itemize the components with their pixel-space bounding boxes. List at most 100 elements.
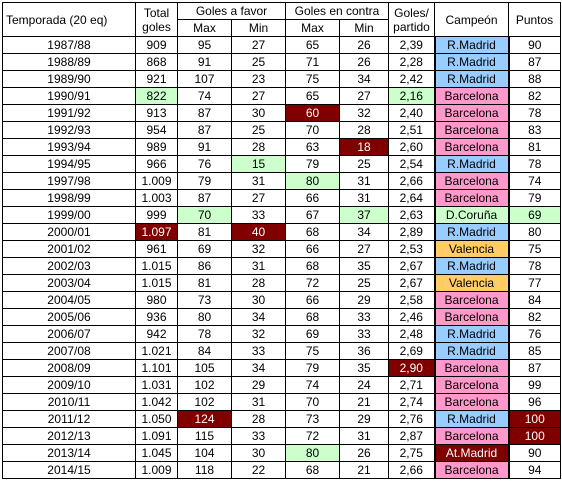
goals-for-max-cell: 102 bbox=[177, 393, 232, 411]
season-cell: 1987/88 bbox=[2, 36, 136, 54]
table-row: 1988/89 868 91 25 71 26 2,28 R.Madrid 87 bbox=[2, 53, 561, 71]
champion-cell: Barcelona bbox=[433, 172, 510, 190]
goals-against-max-cell: 72 bbox=[285, 274, 340, 292]
total-goals-cell: 942 bbox=[135, 325, 178, 343]
goals-for-max-cell: 81 bbox=[177, 274, 232, 292]
table-row: 2000/01 1.097 81 40 68 34 2,89 R.Madrid 80 bbox=[2, 223, 561, 241]
points-cell: 76 bbox=[508, 325, 561, 343]
champion-label: R.Madrid bbox=[447, 38, 496, 52]
champion-cell: Barcelona bbox=[433, 121, 510, 139]
goals-against-min-cell: 31 bbox=[339, 172, 389, 190]
goals-for-min-cell: 34 bbox=[231, 359, 286, 377]
goals-for-min-cell: 30 bbox=[231, 291, 286, 309]
total-goals-cell: 980 bbox=[135, 291, 178, 309]
goals-for-min-cell: 33 bbox=[231, 342, 286, 360]
champion-cell: R.Madrid bbox=[433, 342, 510, 360]
season-cell: 2009/10 bbox=[2, 376, 136, 394]
table-row: 1993/94 989 91 28 63 18 2,60 Barcelona 81 bbox=[2, 138, 561, 156]
goals-against-min-cell: 35 bbox=[339, 257, 389, 275]
champion-cell: Barcelona bbox=[433, 87, 510, 105]
goals-against-min-cell: 25 bbox=[339, 155, 389, 173]
goals-per-match-cell: 2,48 bbox=[388, 325, 435, 343]
goals-against-min-cell: 24 bbox=[339, 376, 389, 394]
goals-against-min-cell: 35 bbox=[339, 359, 389, 377]
goals-for-max-cell: 87 bbox=[177, 104, 232, 122]
points-cell: 74 bbox=[508, 172, 561, 190]
table-row: 1987/88 909 95 27 65 26 2,39 R.Madrid 90 bbox=[2, 36, 561, 54]
total-goals-cell: 1.045 bbox=[135, 444, 178, 462]
total-goals-cell: 954 bbox=[135, 121, 178, 139]
champion-cell: Barcelona bbox=[433, 461, 510, 479]
points-cell: 82 bbox=[508, 87, 561, 105]
goals-against-max-cell: 70 bbox=[285, 393, 340, 411]
champion-cell: R.Madrid bbox=[433, 257, 510, 275]
goals-against-max-cell: 79 bbox=[285, 155, 340, 173]
goals-for-min-cell: 27 bbox=[231, 36, 286, 54]
total-goals-cell: 1.091 bbox=[135, 427, 178, 445]
points-cell: 75 bbox=[508, 240, 561, 258]
goals-for-max-cell: 73 bbox=[177, 291, 232, 309]
champion-label: Barcelona bbox=[444, 293, 499, 307]
season-cell: 2003/04 bbox=[2, 274, 136, 292]
goals-per-match-cell: 2,76 bbox=[388, 410, 435, 428]
table-row: 2001/02 961 69 32 66 27 2,53 Valencia 75 bbox=[2, 240, 561, 258]
season-cell: 1999/00 bbox=[2, 206, 136, 224]
champion-cell: Barcelona bbox=[433, 104, 510, 122]
goals-against-max-cell: 65 bbox=[285, 87, 340, 105]
champion-cell: Barcelona bbox=[433, 138, 510, 156]
goals-against-min-cell: 31 bbox=[339, 189, 389, 207]
points-cell: 85 bbox=[508, 342, 561, 360]
champion-cell: Barcelona bbox=[433, 427, 510, 445]
season-cell: 2000/01 bbox=[2, 223, 136, 241]
champion-label: R.Madrid bbox=[447, 259, 496, 273]
header-goals-for-max: Max bbox=[177, 19, 232, 37]
goals-against-max-cell: 63 bbox=[285, 138, 340, 156]
goals-per-match-cell: 2,69 bbox=[388, 342, 435, 360]
champion-label: D.Coruña bbox=[445, 208, 498, 222]
goals-against-min-cell: 33 bbox=[339, 325, 389, 343]
total-goals-cell: 936 bbox=[135, 308, 178, 326]
total-goals-cell: 989 bbox=[135, 138, 178, 156]
champion-cell: R.Madrid bbox=[433, 70, 510, 88]
header-goals-against-max: Max bbox=[285, 19, 340, 37]
goals-against-min-cell: 34 bbox=[339, 223, 389, 241]
goals-per-match-cell: 2,75 bbox=[388, 444, 435, 462]
goals-for-max-cell: 78 bbox=[177, 325, 232, 343]
goals-per-match-cell: 2,51 bbox=[388, 121, 435, 139]
header-total-goals: Total goles bbox=[135, 2, 178, 37]
header-goals-per-match: Goles/ partido bbox=[388, 2, 435, 37]
goals-per-match-cell: 2,74 bbox=[388, 393, 435, 411]
goals-per-match-cell: 2,58 bbox=[388, 291, 435, 309]
goals-against-min-cell: 29 bbox=[339, 291, 389, 309]
table-body: 1987/88 909 95 27 65 26 2,39 R.Madrid 90 1988/89 8… bbox=[2, 36, 561, 479]
champion-cell: R.Madrid bbox=[433, 410, 510, 428]
table-row: 2012/13 1.091 115 33 72 31 2,87 Barcelona 100 bbox=[2, 427, 561, 445]
goals-for-max-cell: 107 bbox=[177, 70, 232, 88]
points-cell: 88 bbox=[508, 70, 561, 88]
total-goals-cell: 1.097 bbox=[135, 223, 178, 241]
goals-for-min-cell: 27 bbox=[231, 189, 286, 207]
total-goals-cell: 1.021 bbox=[135, 342, 178, 360]
points-cell: 87 bbox=[508, 53, 561, 71]
total-goals-cell: 961 bbox=[135, 240, 178, 258]
goals-for-max-cell: 76 bbox=[177, 155, 232, 173]
champion-label: Barcelona bbox=[444, 191, 499, 205]
champion-label: Barcelona bbox=[444, 89, 499, 103]
goals-for-max-cell: 102 bbox=[177, 376, 232, 394]
table-row: 2010/11 1.042 102 31 70 21 2,74 Barcelona 96 bbox=[2, 393, 561, 411]
goals-for-max-cell: 105 bbox=[177, 359, 232, 377]
header-season: Temporada (20 eq) bbox=[2, 2, 136, 37]
goals-for-min-cell: 15 bbox=[231, 155, 286, 173]
season-cell: 1988/89 bbox=[2, 53, 136, 71]
points-cell: 77 bbox=[508, 274, 561, 292]
goals-for-min-cell: 30 bbox=[231, 104, 286, 122]
goals-against-max-cell: 72 bbox=[285, 427, 340, 445]
champion-label: Barcelona bbox=[444, 361, 499, 375]
total-goals-cell: 909 bbox=[135, 36, 178, 54]
season-cell: 2001/02 bbox=[2, 240, 136, 258]
total-goals-cell: 1.042 bbox=[135, 393, 178, 411]
goals-per-match-cell: 2,60 bbox=[388, 138, 435, 156]
goals-against-min-cell: 31 bbox=[339, 427, 389, 445]
table-row: 1997/98 1.009 79 31 80 31 2,66 Barcelona 74 bbox=[2, 172, 561, 190]
goals-for-max-cell: 86 bbox=[177, 257, 232, 275]
